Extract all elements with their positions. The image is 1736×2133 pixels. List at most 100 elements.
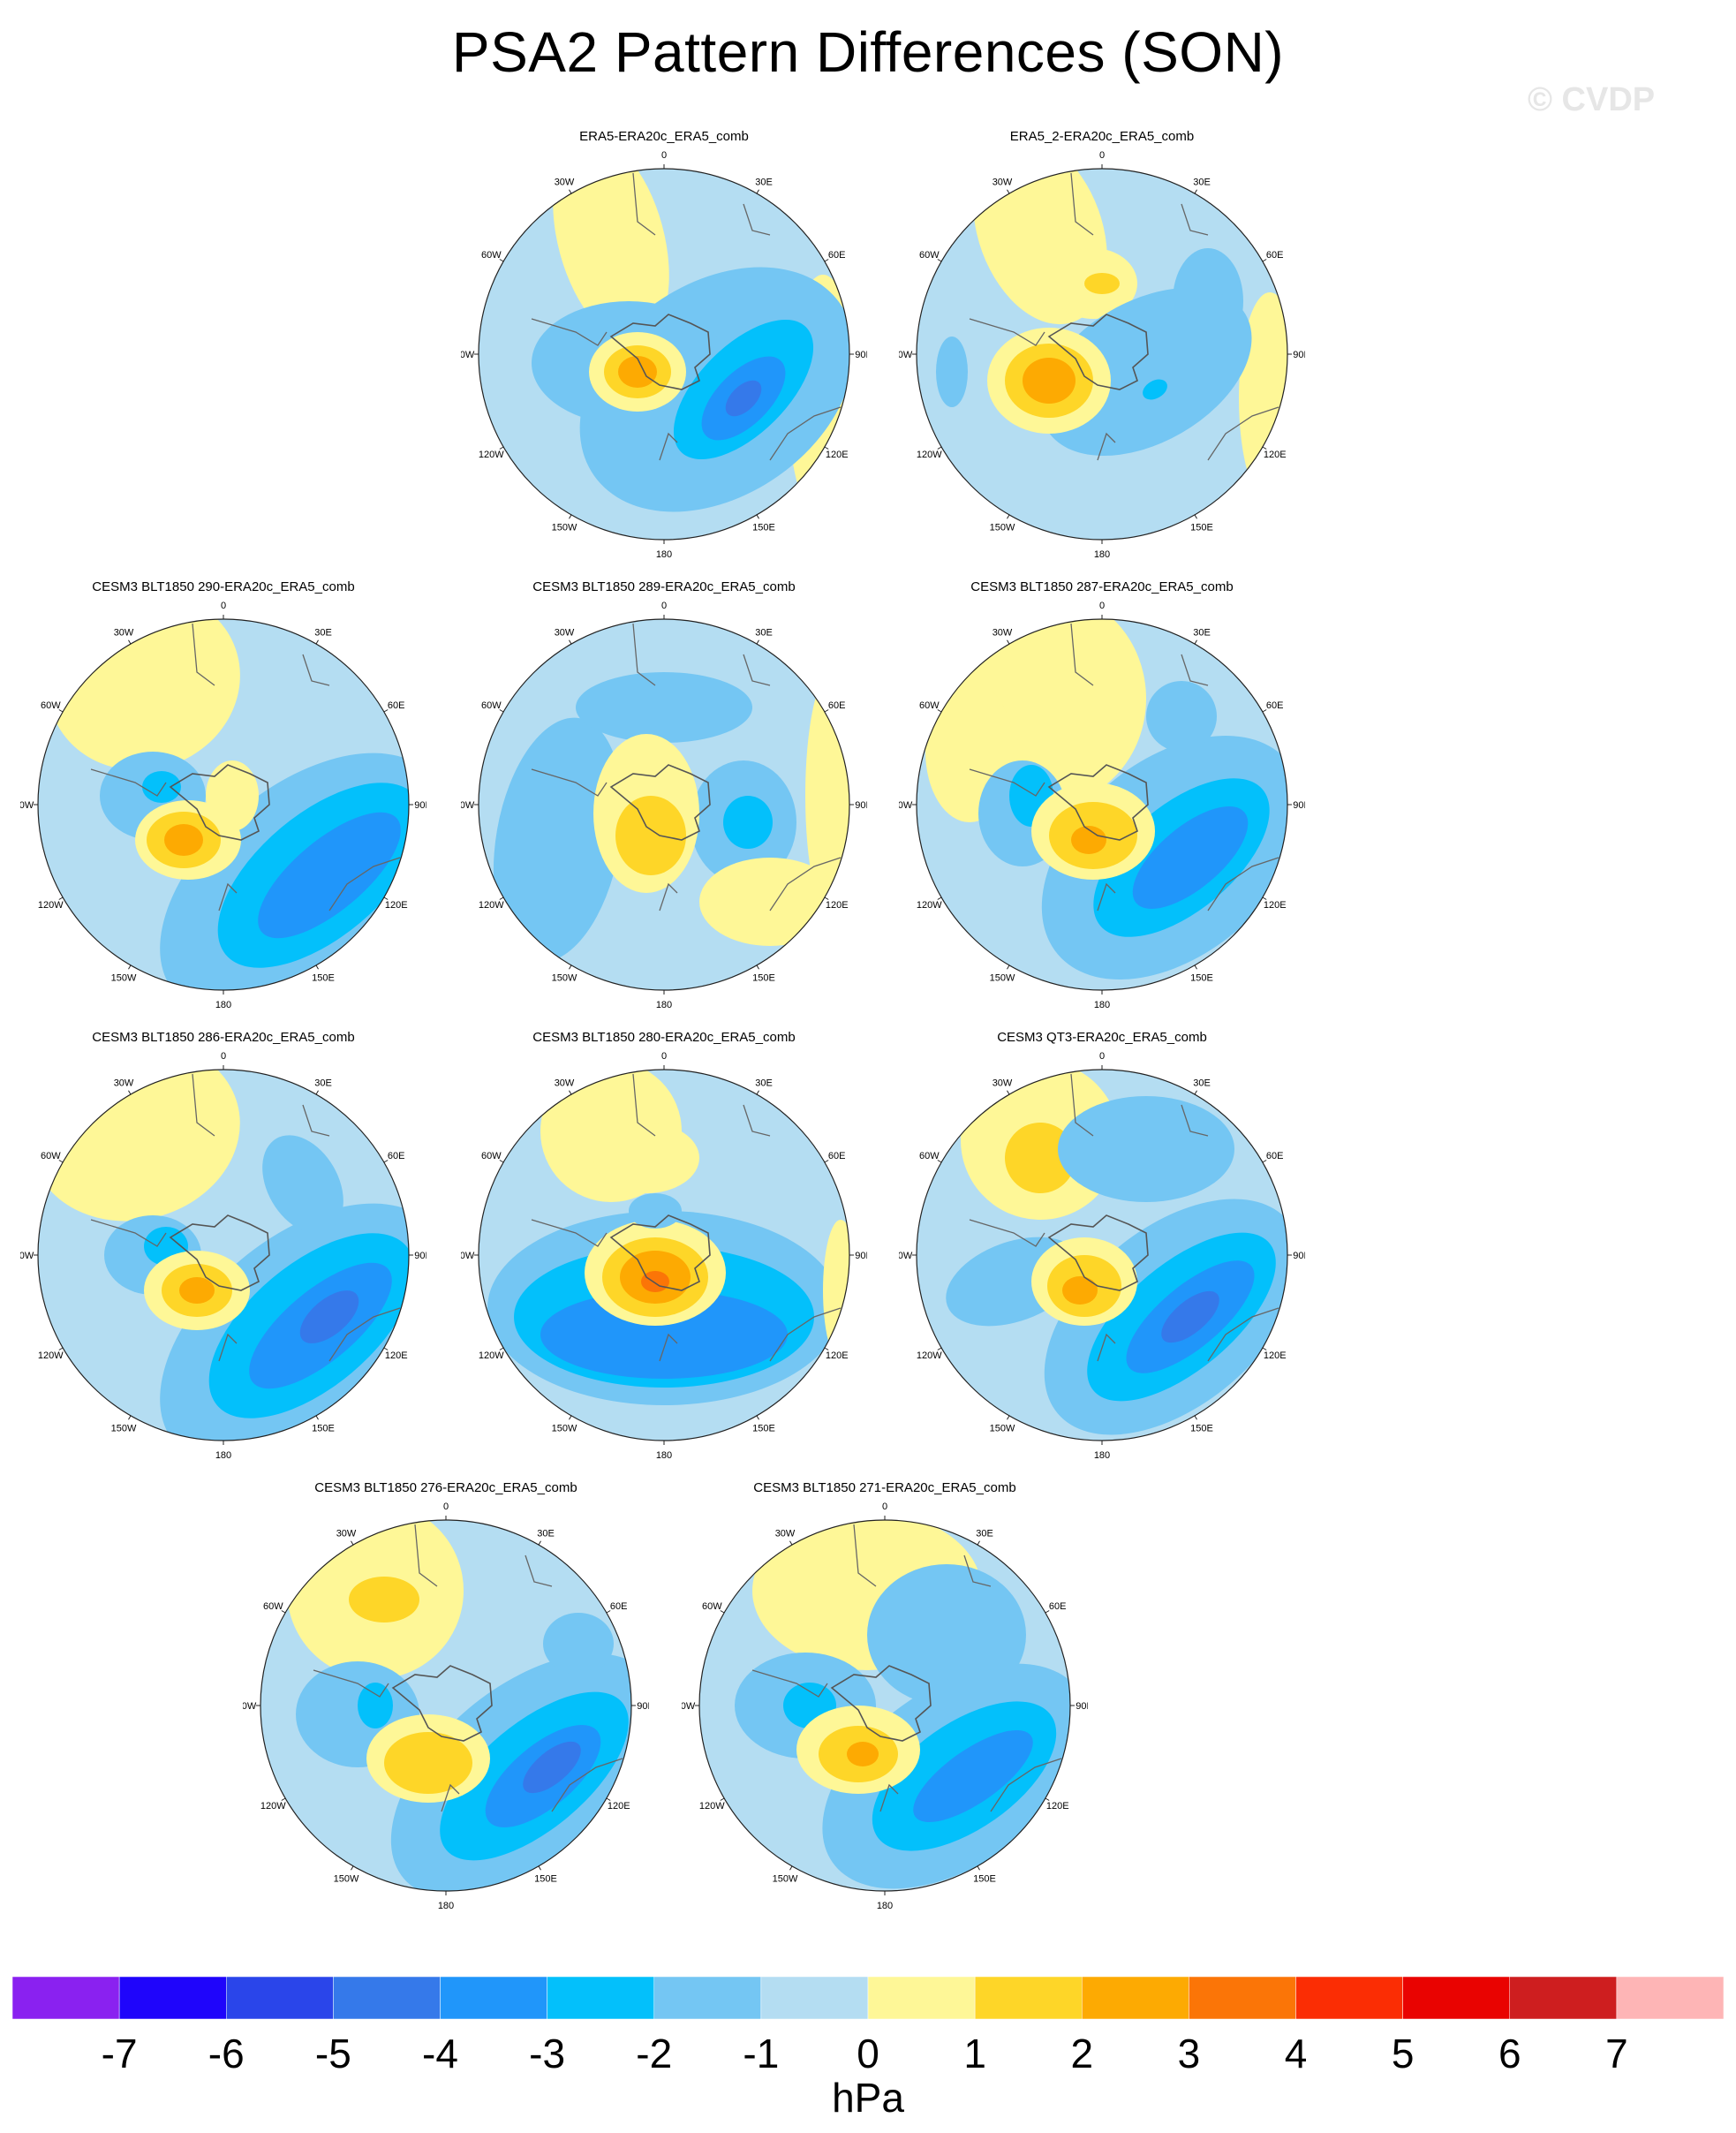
contour-region	[618, 356, 657, 388]
watermark: © CVDP	[1528, 81, 1656, 118]
longitude-label: 180	[656, 1000, 672, 1010]
colorbar-tick-label: 7	[1605, 2031, 1628, 2076]
longitude-label: 150E	[1190, 1424, 1213, 1434]
longitude-label: 150W	[990, 523, 1015, 533]
longitude-tick	[1194, 964, 1197, 970]
coastline	[551, 1758, 623, 1812]
longitude-label: 150E	[752, 523, 775, 533]
longitude-label: 150W	[990, 1424, 1015, 1434]
longitude-tick	[499, 709, 504, 713]
contour-region	[384, 1732, 472, 1794]
longitude-label: 60W	[481, 250, 502, 261]
panel-title: CESM3 BLT1850 287-ERA20c_ERA5_comb	[970, 579, 1234, 594]
longitude-tick	[1262, 1347, 1267, 1350]
longitude-tick	[569, 639, 572, 645]
longitude-tick	[756, 1090, 759, 1095]
coastline	[969, 1219, 1045, 1247]
longitude-tick	[1262, 446, 1267, 450]
longitude-tick	[499, 1160, 504, 1163]
longitude-tick	[128, 639, 132, 645]
longitude-label: 90E	[1293, 800, 1305, 811]
coastline-antarctica	[609, 1214, 711, 1291]
longitude-label: 30E	[1193, 177, 1211, 187]
longitude-label: 120E	[385, 1350, 408, 1361]
longitude-tick	[824, 896, 829, 900]
colorbar-swatch	[12, 1977, 120, 2019]
longitude-label: 90W	[899, 350, 913, 360]
longitude-label: 0	[661, 150, 667, 161]
longitude-tick	[1045, 1610, 1050, 1614]
longitude-label: 0	[1099, 150, 1105, 161]
longitude-label: 90E	[855, 350, 867, 360]
longitude-label: 180	[1094, 1000, 1110, 1010]
contour-region	[913, 1729, 1033, 1823]
coastline	[1070, 623, 1094, 686]
longitude-label: 180	[438, 1901, 454, 1911]
longitude-tick	[824, 446, 829, 450]
longitude-label: 120W	[479, 900, 504, 911]
colorbar-tick-label: 0	[857, 2031, 879, 2076]
coastline	[632, 623, 656, 686]
longitude-label: 60W	[919, 250, 940, 261]
longitude-label: 120E	[1046, 1801, 1069, 1812]
coastline	[1097, 882, 1116, 911]
longitude-label: 120W	[38, 1350, 64, 1361]
longitude-label: 60W	[263, 1601, 283, 1612]
longitude-tick	[128, 1415, 132, 1420]
longitude-label: 30W	[993, 177, 1013, 187]
panel-title: ERA5_2-ERA20c_ERA5_comb	[1009, 129, 1195, 144]
longitude-tick	[937, 1160, 942, 1163]
longitude-label: 150E	[1190, 523, 1213, 533]
colorbar-tick-label: -4	[422, 2031, 458, 2076]
map-panel: CESM3 BLT1850 276-ERA20c_ERA5_comb 0 30E 60…	[243, 1480, 649, 1913]
longitude-tick	[569, 964, 572, 970]
panel-title: ERA5-ERA20c_ERA5_comb	[579, 129, 749, 144]
longitude-label: 120W	[699, 1801, 725, 1812]
longitude-tick	[499, 896, 504, 900]
coastline	[414, 1524, 438, 1587]
contour-region	[142, 771, 181, 803]
longitude-label: 90E	[1293, 1251, 1305, 1261]
contour-region	[593, 1123, 699, 1193]
longitude-tick	[1194, 1090, 1197, 1095]
longitude-tick	[1262, 259, 1267, 262]
longitude-label: 180	[215, 1450, 231, 1461]
coastline-antarctica	[169, 1214, 270, 1291]
coastline	[659, 882, 678, 911]
panel-title: CESM3 BLT1850 271-ERA20c_ERA5_comb	[753, 1480, 1016, 1495]
longitude-label: 30W	[114, 1078, 134, 1088]
coastline	[853, 1524, 877, 1587]
contour-region	[629, 1193, 682, 1229]
coastline	[769, 857, 842, 911]
contour-region	[725, 380, 762, 417]
longitude-label: 150E	[973, 1874, 996, 1885]
longitude-label: 60E	[1266, 1151, 1284, 1161]
coastline	[990, 1758, 1062, 1812]
contour-region	[299, 1290, 359, 1343]
colorbar-tick-label: -3	[529, 2031, 566, 2076]
longitude-tick	[789, 1540, 793, 1546]
panel-title: CESM3 QT3-ERA20c_ERA5_comb	[997, 1030, 1207, 1045]
longitude-label: 120W	[38, 900, 64, 911]
longitude-label: 60W	[919, 700, 940, 711]
longitude-label: 120E	[1264, 900, 1287, 911]
longitude-label: 30W	[114, 627, 134, 638]
contour-region	[615, 796, 686, 875]
coastline	[328, 857, 401, 911]
coastline-antarctica	[391, 1665, 493, 1742]
coastline-antarctica	[169, 764, 270, 841]
longitude-label: 30E	[314, 1078, 332, 1088]
longitude-label: 120E	[1264, 1350, 1287, 1361]
longitude-label: 150E	[534, 1874, 557, 1885]
contour-region	[1161, 1290, 1219, 1343]
longitude-tick	[281, 1610, 286, 1614]
coastline	[302, 654, 330, 686]
longitude-label: 60E	[828, 700, 846, 711]
longitude-label: 30W	[775, 1528, 796, 1539]
contour-region	[1143, 379, 1167, 400]
contour-region	[1062, 1276, 1098, 1305]
longitude-tick	[383, 896, 389, 900]
longitude-label: 60W	[481, 1151, 502, 1161]
longitude-label: 90E	[637, 1701, 649, 1712]
contour-region	[723, 796, 773, 849]
